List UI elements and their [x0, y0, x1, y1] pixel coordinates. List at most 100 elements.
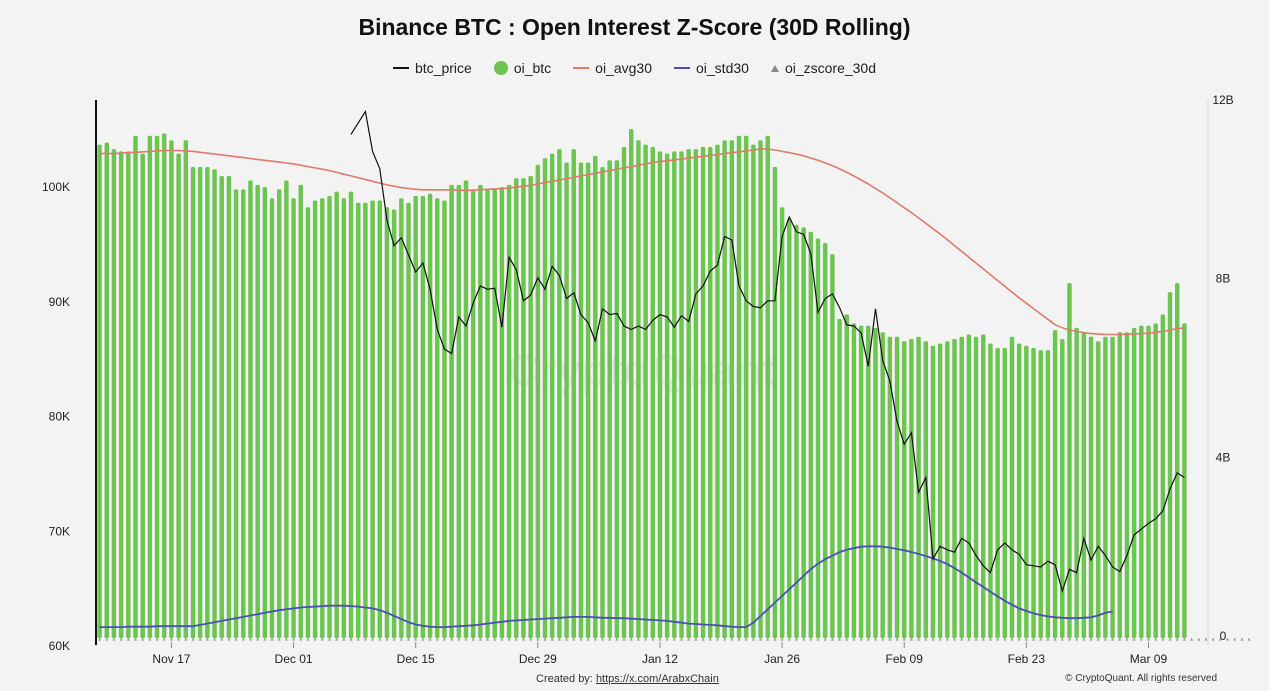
footer-created-link[interactable]: https://x.com/ArabxChain	[595, 673, 719, 685]
marker-oi-zscore	[895, 637, 899, 641]
legend-item-oi-btc[interactable]: oi_btc	[493, 60, 552, 76]
footer-created: Created by: https://x.com/ArabxChain	[536, 673, 719, 685]
marker-oi-zscore	[471, 637, 475, 641]
bar-oi-btc	[262, 187, 268, 639]
marker-oi-zscore	[1233, 637, 1237, 641]
legend-item-oi-zscore[interactable]: oi_zscore_30d	[770, 60, 876, 76]
bar-oi-btc	[880, 332, 885, 639]
bar-oi-btc	[377, 200, 383, 639]
marker-oi-zscore	[457, 637, 461, 641]
bar-oi-btc	[557, 149, 562, 639]
bar-oi-btc	[348, 191, 354, 639]
legend-item-oi-std30[interactable]: oi_std30	[674, 60, 749, 76]
legend-swatch-oi-btc	[493, 61, 508, 75]
marker-oi-zscore	[169, 637, 173, 641]
marker-oi-zscore	[636, 637, 640, 641]
marker-oi-zscore	[184, 637, 188, 641]
marker-oi-zscore	[356, 637, 360, 641]
bar-oi-btc	[873, 327, 878, 639]
marker-oi-zscore	[1039, 637, 1043, 641]
legend-item-oi-avg30[interactable]: oi_avg30	[573, 60, 652, 76]
bar-oi-btc	[937, 343, 943, 639]
marker-oi-zscore	[730, 637, 734, 641]
bar-oi-btc	[190, 167, 196, 639]
marker-oi-zscore	[1190, 637, 1194, 641]
bar-oi-btc	[169, 140, 174, 639]
marker-oi-zscore	[234, 637, 238, 641]
bar-oi-btc	[578, 162, 584, 639]
legend-swatch-oi-std30	[674, 67, 690, 69]
marker-oi-zscore	[550, 637, 554, 641]
bar-oi-btc	[1031, 347, 1036, 639]
marker-oi-zscore	[651, 637, 655, 641]
bar-oi-btc	[751, 144, 756, 639]
bar-oi-btc	[535, 164, 541, 639]
marker-oi-zscore	[256, 637, 260, 641]
marker-oi-zscore	[191, 637, 195, 641]
bar-oi-btc	[1124, 332, 1130, 639]
marker-oi-zscore	[148, 637, 152, 641]
marker-oi-zscore	[780, 637, 784, 641]
marker-oi-zscore	[220, 637, 224, 641]
bar-oi-btc	[700, 146, 706, 639]
marker-oi-zscore	[349, 637, 353, 641]
marker-oi-zscore	[665, 637, 669, 641]
marker-oi-zscore	[435, 637, 439, 641]
marker-oi-zscore	[521, 637, 525, 641]
marker-oi-zscore	[996, 637, 1000, 641]
bar-oi-btc	[147, 135, 153, 639]
left-tick-label: 60K	[49, 639, 70, 653]
bar-oi-btc	[571, 149, 576, 639]
marker-oi-zscore	[1010, 637, 1014, 641]
bar-oi-btc	[858, 325, 864, 639]
marker-oi-zscore	[723, 637, 727, 641]
marker-oi-zscore	[428, 637, 432, 641]
legend-swatch-oi-zscore	[770, 64, 779, 72]
bar-oi-btc	[176, 153, 181, 639]
bar-oi-btc	[549, 153, 555, 639]
bar-oi-btc	[901, 341, 907, 639]
line-oi-std30	[99, 545, 1113, 628]
marker-oi-zscore	[1089, 637, 1093, 641]
bar-oi-btc	[1117, 332, 1122, 639]
marker-oi-zscore	[1125, 637, 1129, 641]
marker-oi-zscore	[155, 637, 159, 641]
marker-oi-zscore	[1103, 637, 1107, 641]
bar-oi-btc	[506, 184, 512, 639]
bar-oi-btc	[269, 198, 275, 639]
bar-oi-btc	[822, 242, 828, 639]
marker-oi-zscore	[1182, 637, 1186, 641]
bar-oi-btc	[1160, 314, 1166, 639]
bar-oi-btc	[1088, 336, 1094, 639]
bar-oi-btc	[988, 343, 993, 639]
marker-oi-zscore	[1003, 637, 1007, 641]
x-tick-label: Feb 09	[886, 652, 924, 666]
bar-oi-btc	[693, 149, 699, 639]
bar-oi-btc	[672, 151, 677, 639]
bar-oi-btc	[399, 198, 404, 639]
marker-oi-zscore	[507, 637, 511, 641]
bar-oi-btc	[420, 196, 426, 639]
bar-oi-btc	[97, 144, 102, 639]
marker-oi-zscore	[1139, 637, 1143, 641]
bar-oi-btc	[952, 338, 957, 639]
bar-oi-btc	[758, 140, 763, 639]
bar-oi-btc	[607, 160, 612, 639]
bar-oi-btc	[1038, 350, 1043, 639]
bar-oi-btc	[1009, 336, 1015, 639]
bar-oi-btc	[973, 336, 979, 639]
marker-oi-zscore	[284, 637, 288, 641]
marker-oi-zscore	[205, 637, 209, 641]
legend-label-oi-btc: oi_btc	[513, 60, 552, 76]
marker-oi-zscore	[1132, 637, 1136, 641]
legend-item-btc-price[interactable]: btc_price	[393, 60, 472, 76]
marker-oi-zscore	[371, 637, 375, 641]
marker-oi-zscore	[680, 637, 684, 641]
marker-oi-zscore	[586, 637, 590, 641]
marker-oi-zscore	[306, 637, 310, 641]
bar-oi-btc	[1067, 283, 1072, 639]
marker-oi-zscore	[414, 637, 418, 641]
marker-oi-zscore	[816, 637, 820, 641]
marker-oi-zscore	[953, 637, 957, 641]
marker-oi-zscore	[493, 637, 497, 641]
